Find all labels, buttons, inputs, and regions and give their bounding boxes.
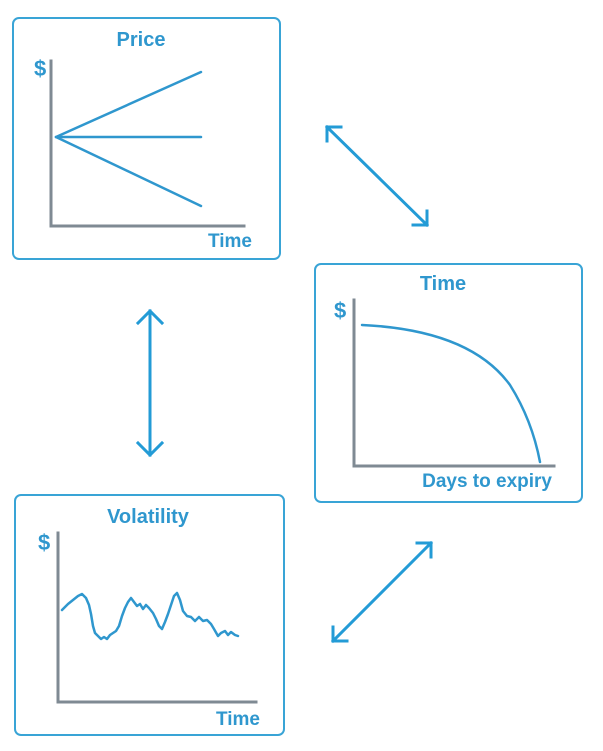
time-y-axis-label: $	[334, 298, 346, 323]
price-x-axis-label: Time	[208, 231, 252, 252]
price-panel-frame	[12, 17, 281, 260]
price-lower-path	[54, 135, 203, 208]
price-time-double-arrow-icon	[324, 124, 430, 228]
volatility-panel-frame	[14, 494, 285, 736]
time-panel: Time $ Days to expiry	[314, 263, 583, 503]
volatility-axes	[56, 531, 258, 704]
volatility-panel: Volatility $ Time	[14, 494, 285, 736]
price-y-axis-label: $	[34, 56, 46, 81]
volatility-y-axis-label: $	[38, 530, 50, 555]
price-panel-title: Price	[117, 29, 166, 51]
price-panel: Price $ Time	[12, 17, 281, 260]
price-volatility-double-arrow-icon	[135, 308, 165, 458]
volatility-x-axis-label: Time	[216, 709, 260, 730]
volatility-panel-title: Volatility	[107, 506, 190, 528]
time-decay-curve	[360, 323, 542, 464]
volatility-series-line	[60, 591, 240, 641]
time-panel-frame	[314, 263, 583, 503]
time-panel-title: Time	[420, 273, 466, 295]
price-axes	[49, 59, 246, 228]
time-axes	[352, 298, 556, 468]
time-x-axis-label: Days to expiry	[422, 471, 552, 492]
time-volatility-double-arrow-icon	[330, 540, 434, 644]
price-upper-path	[54, 70, 203, 139]
